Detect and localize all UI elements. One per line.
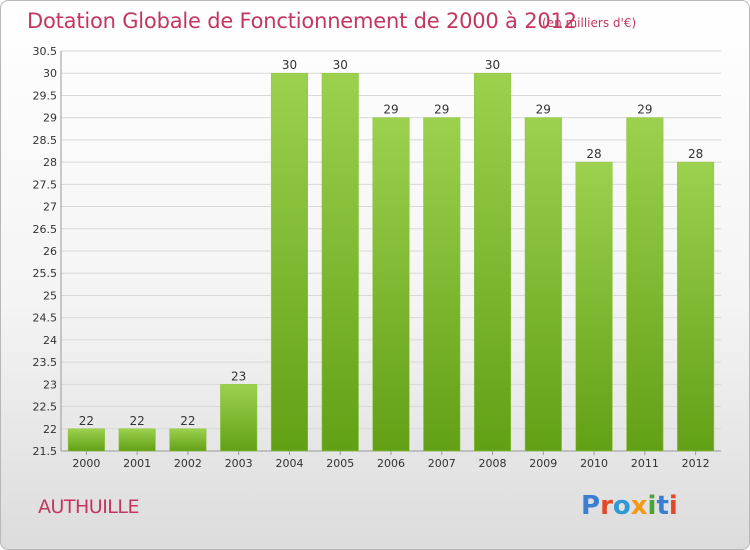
bar-2005 [321,72,359,452]
bar-2011 [626,117,664,452]
logo-letter: i [668,491,678,521]
chart-title: Dotation Globale de Fonctionnement de 20… [27,9,577,33]
x-tick-label: 2008 [479,457,507,470]
data-label-2003: 23 [231,369,246,383]
bar-2004 [270,72,308,452]
y-tick-label: 26 [43,245,57,258]
y-tick-label: 27.5 [33,178,58,191]
bar-2003 [220,384,258,452]
data-label-2008: 30 [485,58,500,72]
x-tick-label: 2004 [275,457,303,470]
proxiti-logo: Proxiti [581,491,678,521]
bar-2012 [677,161,715,452]
data-label-2012: 28 [688,147,703,161]
y-tick-label: 26.5 [33,223,58,236]
logo-letter: P [581,491,601,521]
bar-2010 [575,161,613,452]
x-tick-label: 2000 [72,457,100,470]
commune-name: AUTHUILLE [38,496,139,518]
data-label-2009: 29 [536,103,551,117]
data-label-2011: 29 [637,103,652,117]
data-label-2000: 22 [79,414,94,428]
y-tick-label: 21.5 [33,445,58,458]
logo-letter: x [630,491,648,521]
data-label-2002: 22 [180,414,195,428]
y-tick-label: 25.5 [33,267,58,280]
y-tick-label: 23 [43,378,57,391]
x-tick-label: 2011 [631,457,659,470]
y-tick-label: 30 [43,67,57,80]
y-tick-label: 28.5 [33,134,58,147]
x-tick-label: 2005 [326,457,354,470]
unit-note: (en milliers d'€) [542,16,637,30]
bar-2001 [118,428,156,452]
logo-letter: o [612,491,631,521]
data-label-2006: 29 [383,103,398,117]
data-label-2010: 28 [586,147,601,161]
x-tick-label: 2010 [580,457,608,470]
y-tick-label: 22.5 [33,401,58,414]
y-tick-label: 29.5 [33,89,58,102]
y-tick-label: 28 [43,156,57,169]
y-tick-label: 24 [43,334,57,347]
data-label-2005: 30 [333,58,348,72]
bar-2007 [423,117,461,452]
x-tick-label: 2006 [377,457,405,470]
x-tick-label: 2012 [682,457,710,470]
logo-letter: i [647,491,657,521]
x-tick-label: 2001 [123,457,151,470]
x-tick-label: 2007 [428,457,456,470]
logo-letter: r [600,491,613,521]
y-tick-label: 27 [43,201,57,214]
y-tick-label: 24.5 [33,312,58,325]
x-tick-label: 2009 [529,457,557,470]
y-tick-label: 30.5 [33,45,58,58]
bar-2002 [169,428,207,452]
bar-2006 [372,117,410,452]
y-tick-label: 29 [43,112,57,125]
bar-2008 [474,72,512,452]
x-tick-label: 2002 [174,457,202,470]
y-tick-label: 23.5 [33,356,58,369]
data-label-2007: 29 [434,103,449,117]
data-label-2001: 22 [130,414,145,428]
bar-2000 [67,428,105,452]
y-tick-label: 25 [43,289,57,302]
bar-2009 [524,117,562,452]
x-tick-label: 2003 [225,457,253,470]
logo-letter: t [656,491,669,521]
y-tick-label: 22 [43,423,57,436]
data-label-2004: 30 [282,58,297,72]
